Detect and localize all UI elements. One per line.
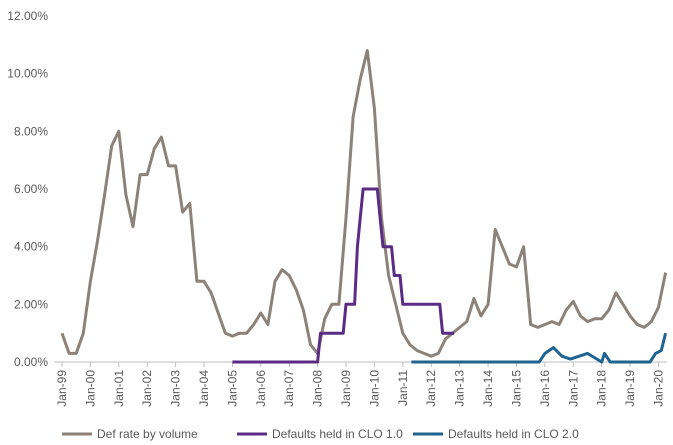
series-line — [411, 332, 668, 364]
x-tick-label: Jan-00 — [83, 370, 97, 407]
x-tick-label: Jan-15 — [509, 370, 523, 407]
x-tick-label: Jan-05 — [225, 370, 239, 407]
y-tick-label: 8.00% — [14, 124, 48, 138]
x-tick-label: Jan-09 — [339, 370, 353, 407]
series-line — [60, 49, 668, 358]
x-tick-label: Jan-12 — [424, 370, 438, 407]
y-tick-label: 6.00% — [14, 182, 48, 196]
x-tick-label: Jan-99 — [55, 370, 69, 407]
legend-label: Def rate by volume — [97, 427, 198, 441]
legend-label: Defaults held in CLO 2.0 — [448, 427, 579, 441]
x-tick-label: Jan-10 — [367, 370, 381, 407]
x-tick-label: Jan-20 — [651, 370, 665, 407]
x-tick-label: Jan-18 — [595, 370, 609, 407]
y-tick-label: 12.00% — [7, 9, 48, 23]
x-tick-label: Jan-08 — [311, 370, 325, 407]
x-tick-label: Jan-16 — [538, 370, 552, 407]
x-tick-label: Jan-17 — [566, 370, 580, 407]
y-tick-label: 4.00% — [14, 240, 48, 254]
x-tick-label: Jan-14 — [481, 370, 495, 407]
x-tick-label: Jan-07 — [282, 370, 296, 407]
series-line — [232, 187, 454, 364]
x-tick-label: Jan-03 — [169, 370, 183, 407]
legend-label: Defaults held in CLO 1.0 — [272, 427, 403, 441]
y-tick-label: 2.00% — [14, 297, 48, 311]
x-tick-label: Jan-11 — [396, 370, 410, 406]
y-tick-label: 0.00% — [14, 355, 48, 369]
y-tick-label: 10.00% — [7, 67, 48, 81]
x-tick-label: Jan-13 — [453, 370, 467, 407]
x-tick-label: Jan-06 — [254, 370, 268, 407]
x-tick-label: Jan-19 — [623, 370, 637, 407]
x-tick-label: Jan-01 — [112, 370, 126, 407]
x-tick-label: Jan-02 — [140, 370, 154, 407]
x-tick-label: Jan-04 — [197, 370, 211, 407]
